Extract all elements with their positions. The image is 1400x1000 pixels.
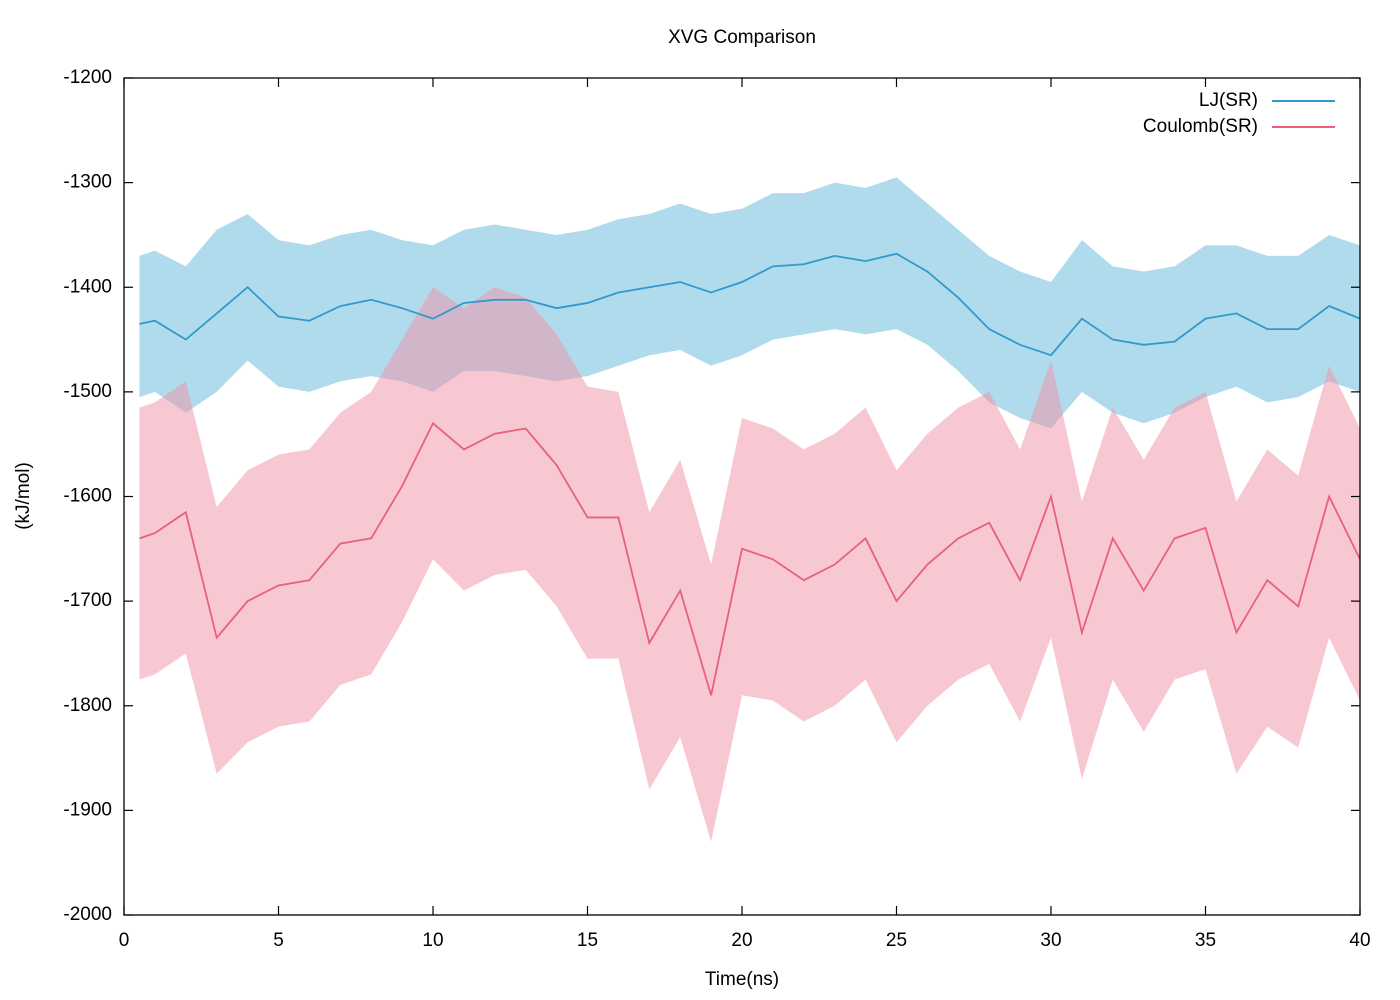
y-tick-label: -1900: [63, 799, 112, 820]
y-tick-label: -1300: [63, 172, 112, 193]
x-axis-label: Time(ns): [705, 969, 779, 990]
series-line: [139, 252, 1361, 357]
x-tick-label: 30: [1040, 930, 1061, 951]
x-tick-label: 20: [731, 930, 752, 951]
y-tick-label: -1600: [63, 486, 112, 507]
x-tick-label: 5: [273, 930, 284, 951]
band: [139, 287, 1361, 842]
y-tick-label: -2000: [63, 904, 112, 925]
x-tick-label: 0: [119, 930, 130, 951]
y-tick-label: -1200: [63, 67, 112, 88]
y-tick-label: -1700: [63, 590, 112, 611]
x-tick-label: 40: [1349, 930, 1370, 951]
x-tick-label: 15: [577, 930, 598, 951]
band: [139, 177, 1361, 429]
legend-label: LJ(SR): [1199, 90, 1258, 111]
legend-label: Coulomb(SR): [1143, 116, 1258, 137]
series-line: [139, 421, 1361, 696]
x-tick-label: 10: [422, 930, 443, 951]
y-tick-label: -1400: [63, 276, 112, 297]
chart-title: XVG Comparison: [668, 27, 816, 48]
x-tick-label: 35: [1195, 930, 1216, 951]
y-tick-label: -1800: [63, 695, 112, 716]
y-tick-label: -1500: [63, 381, 112, 402]
x-tick-label: 25: [886, 930, 907, 951]
y-axis-label: (kJ/mol): [13, 462, 34, 530]
